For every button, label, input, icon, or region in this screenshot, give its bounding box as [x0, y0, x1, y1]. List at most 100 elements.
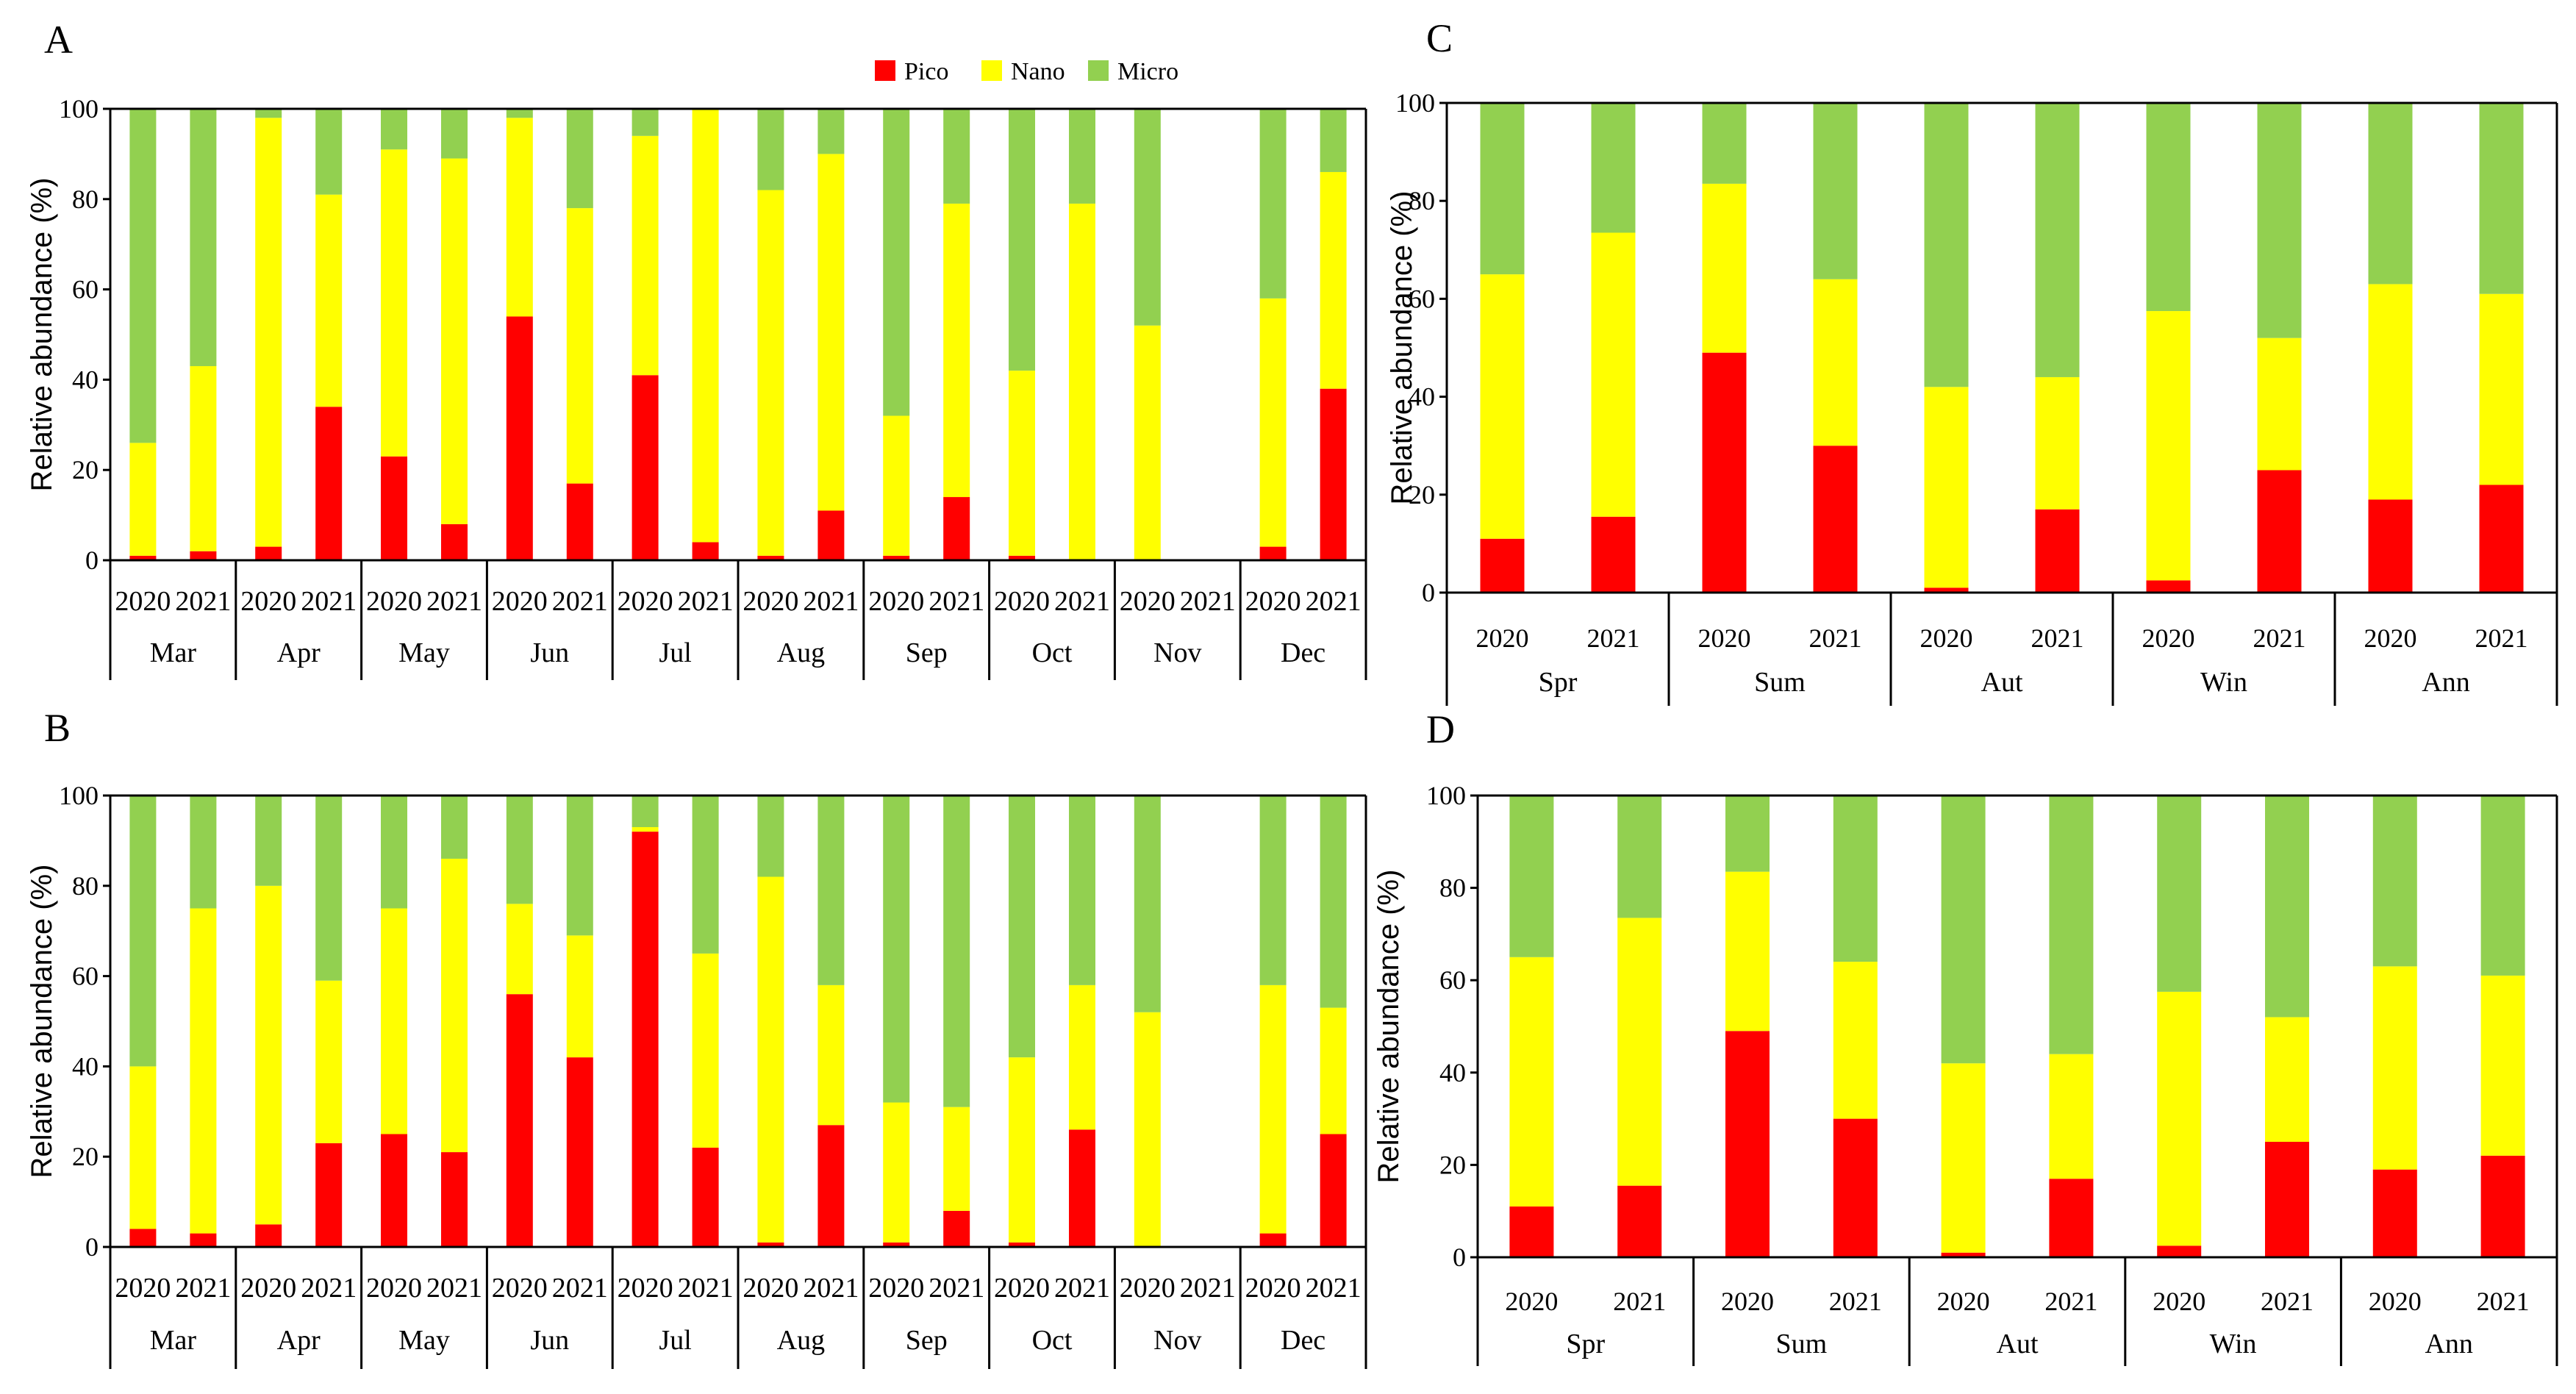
year-label-c-ann-2021: 2021	[2475, 623, 2528, 653]
bar-b-aug-2021-micro	[817, 796, 845, 985]
y-tick-label-d-40: 40	[1439, 1058, 1466, 1087]
bar-c-ann-2021-pico	[2479, 485, 2524, 593]
bar-d-aut-2021-pico	[2049, 1179, 2094, 1257]
year-label-a-mar-2020: 2020	[115, 586, 171, 617]
bar-a-sep-2021-pico	[943, 497, 970, 560]
bar-a-oct-2020-micro	[1009, 109, 1036, 371]
legend-swatch-nano	[981, 60, 1002, 81]
year-label-b-may-2020: 2020	[366, 1273, 422, 1304]
bar-a-jul-2020-micro	[632, 109, 659, 136]
year-label-a-jul-2021: 2021	[678, 586, 734, 617]
year-label-a-oct-2021: 2021	[1054, 586, 1110, 617]
group-label-b-mar: Mar	[150, 1325, 197, 1356]
group-label-d-spr: Spr	[1566, 1329, 1605, 1359]
y-axis-label-c: Relative abundance (%)	[1386, 191, 1418, 505]
bar-d-sum-2021-micro	[1833, 796, 1878, 962]
year-label-b-nov-2021: 2021	[1180, 1273, 1236, 1304]
bar-b-nov-2020-micro	[1134, 796, 1161, 1012]
group-label-b-nov: Nov	[1153, 1325, 1201, 1356]
bar-b-sep-2021-nano	[943, 1107, 970, 1211]
bar-a-jun-2020-pico	[506, 316, 533, 560]
year-label-a-jun-2020: 2020	[492, 586, 548, 617]
panel-letter-b: B	[44, 706, 71, 750]
group-label-d-ann: Ann	[2425, 1329, 2472, 1359]
bar-b-apr-2021-micro	[315, 796, 343, 981]
year-label-d-aut-2020: 2020	[1937, 1287, 1990, 1316]
bar-b-dec-2020-micro	[1259, 796, 1287, 985]
year-label-b-oct-2020: 2020	[994, 1273, 1050, 1304]
group-label-b-may: May	[398, 1325, 450, 1356]
bar-d-aut-2020-pico	[1941, 1252, 1986, 1257]
year-label-c-win-2020: 2020	[2142, 623, 2195, 653]
bar-d-win-2021-pico	[2265, 1142, 2309, 1257]
y-tick-label-b-100: 100	[59, 781, 99, 810]
year-label-a-nov-2021: 2021	[1180, 586, 1236, 617]
year-label-c-sum-2020: 2020	[1698, 623, 1751, 653]
year-label-b-dec-2021: 2021	[1306, 1273, 1362, 1304]
bar-b-aug-2020-micro	[757, 796, 784, 877]
bar-b-oct-2021-micro	[1068, 796, 1095, 985]
bar-b-mar-2021-micro	[190, 796, 217, 909]
bar-b-sep-2021-pico	[943, 1210, 970, 1247]
bar-a-aug-2020-pico	[757, 555, 784, 560]
bar-a-may-2020-pico	[381, 456, 408, 560]
bar-a-jul-2021-pico	[692, 542, 719, 560]
bar-d-win-2020-pico	[2157, 1245, 2202, 1257]
bar-b-jun-2021-nano	[566, 935, 593, 1058]
bar-a-sep-2021-nano	[943, 203, 970, 498]
bar-b-sep-2020-micro	[883, 796, 910, 1103]
group-label-a-jul: Jul	[659, 637, 691, 668]
bar-b-apr-2020-pico	[255, 1224, 282, 1247]
bar-c-spr-2020-micro	[1480, 103, 1525, 275]
bar-d-spr-2020-micro	[1509, 796, 1554, 957]
bar-b-mar-2021-pico	[190, 1233, 217, 1247]
bar-d-aut-2020-micro	[1941, 796, 1986, 1064]
y-tick-label-a-80: 80	[72, 185, 99, 214]
year-label-a-dec-2020: 2020	[1245, 586, 1301, 617]
bar-c-spr-2021-micro	[1591, 103, 1636, 233]
bar-c-sum-2020-pico	[1702, 352, 1747, 593]
year-label-d-sum-2021: 2021	[1829, 1287, 1882, 1316]
bar-b-may-2020-pico	[381, 1134, 408, 1247]
bar-d-sum-2021-pico	[1833, 1118, 1878, 1257]
bar-a-apr-2020-pico	[255, 546, 282, 560]
bar-b-dec-2020-pico	[1259, 1233, 1287, 1247]
panel-letter-c: C	[1426, 16, 1453, 60]
year-label-d-spr-2021: 2021	[1613, 1287, 1666, 1316]
bar-b-dec-2020-nano	[1259, 984, 1287, 1234]
bar-a-dec-2021-pico	[1320, 388, 1347, 560]
bar-b-oct-2021-nano	[1068, 984, 1095, 1130]
bar-a-jun-2021-pico	[566, 483, 593, 560]
bar-c-ann-2021-micro	[2479, 103, 2524, 294]
year-label-d-spr-2020: 2020	[1505, 1287, 1558, 1316]
y-tick-label-d-20: 20	[1439, 1150, 1466, 1179]
bar-b-apr-2020-micro	[255, 796, 282, 886]
legend-label-micro: Micro	[1117, 58, 1178, 85]
bar-a-mar-2020-nano	[129, 443, 157, 556]
bar-a-may-2021-nano	[440, 158, 468, 524]
bar-c-sum-2021-pico	[1813, 446, 1858, 593]
bar-b-jul-2021-nano	[692, 953, 719, 1148]
y-tick-label-d-60: 60	[1439, 965, 1466, 995]
year-label-c-spr-2021: 2021	[1587, 623, 1640, 653]
bar-c-aut-2020-nano	[1924, 387, 1969, 588]
y-tick-label-b-0: 0	[85, 1232, 99, 1262]
bar-a-jul-2020-nano	[632, 135, 659, 376]
bar-b-aug-2021-nano	[817, 984, 845, 1126]
year-label-b-nov-2020: 2020	[1120, 1273, 1176, 1304]
bar-a-oct-2021-nano	[1068, 203, 1095, 560]
year-label-d-win-2020: 2020	[2153, 1287, 2205, 1316]
bar-b-mar-2020-nano	[129, 1066, 157, 1229]
bar-a-oct-2020-nano	[1009, 371, 1036, 556]
group-label-c-spr: Spr	[1539, 667, 1578, 698]
bar-a-sep-2020-pico	[883, 555, 910, 560]
y-tick-label-c-20: 20	[1409, 480, 1435, 510]
bar-c-win-2020-nano	[2146, 311, 2191, 581]
y-tick-label-a-20: 20	[72, 455, 99, 485]
bar-c-win-2021-pico	[2257, 470, 2302, 593]
bar-a-nov-2020-micro	[1134, 109, 1161, 326]
year-label-a-aug-2020: 2020	[743, 586, 798, 617]
bar-b-jun-2020-pico	[506, 994, 533, 1247]
year-label-a-aug-2021: 2021	[803, 586, 859, 617]
